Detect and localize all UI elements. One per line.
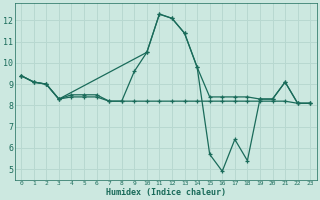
X-axis label: Humidex (Indice chaleur): Humidex (Indice chaleur) xyxy=(106,188,226,197)
